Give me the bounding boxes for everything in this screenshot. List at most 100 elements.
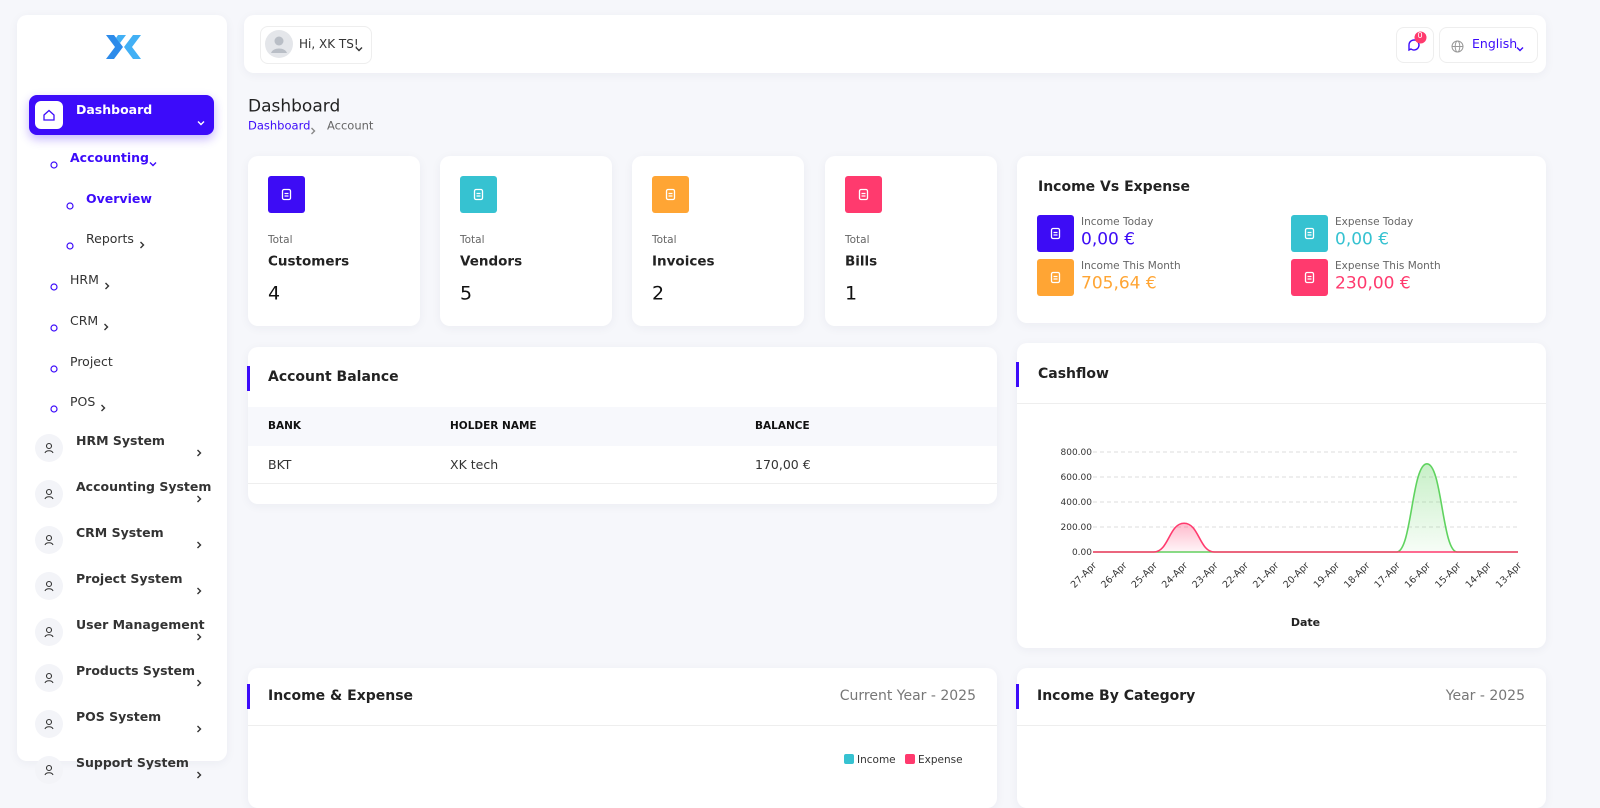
module-item[interactable]: Support System bbox=[76, 754, 189, 770]
legend-label: Expense bbox=[918, 753, 963, 766]
card-title: Cashflow bbox=[1038, 366, 1109, 382]
chevron bbox=[194, 627, 204, 646]
accent-bar bbox=[247, 684, 250, 709]
submenu-item[interactable]: HRM bbox=[70, 271, 99, 287]
bullet bbox=[50, 154, 58, 173]
user-greeting[interactable]: Hi, XK TS! bbox=[299, 37, 359, 51]
notification-count: 0 bbox=[1417, 30, 1423, 40]
chevron bbox=[196, 113, 206, 132]
badge-bg bbox=[1414, 29, 1427, 48]
module-icon bbox=[35, 664, 63, 696]
breadcrumb-link[interactable]: Dashboard bbox=[248, 118, 311, 133]
cashflow-chart: 0.00 200.00 400.00 600.00 800.00 27-Apr 26-Apr… bbox=[1061, 448, 1525, 629]
stat-label: Invoices bbox=[652, 253, 715, 270]
accent-bar bbox=[1016, 362, 1019, 387]
summary-icon bbox=[1291, 259, 1328, 300]
chevron bbox=[1515, 39, 1525, 58]
chevron bbox=[308, 121, 318, 140]
submenu-item[interactable]: Overview bbox=[86, 190, 152, 206]
module-icon bbox=[35, 480, 63, 512]
summary-value: 705,64 € bbox=[1081, 273, 1157, 294]
module-item[interactable]: CRM System bbox=[76, 524, 164, 540]
globe bbox=[1451, 38, 1464, 57]
module-icon bbox=[35, 710, 63, 742]
stat-label: Customers bbox=[268, 253, 350, 270]
module-item[interactable]: Products System bbox=[76, 662, 196, 678]
breadcrumb-current: Account bbox=[327, 118, 374, 133]
chevron bbox=[194, 489, 204, 508]
module-icon bbox=[35, 572, 63, 604]
page-title: Dashboard bbox=[248, 96, 341, 117]
column-header: BALANCE bbox=[755, 419, 810, 432]
summary-icon bbox=[1037, 259, 1074, 300]
card-title: Income Vs Expense bbox=[1038, 179, 1190, 195]
table-cell: 170,00 € bbox=[755, 456, 811, 472]
logo bbox=[104, 33, 142, 65]
module-item[interactable]: Accounting System bbox=[76, 478, 212, 494]
column-header: BANK bbox=[268, 419, 302, 432]
module-item[interactable]: Project System bbox=[76, 570, 183, 586]
line bbox=[1093, 522, 1518, 553]
bullet bbox=[66, 235, 74, 254]
card-title: Income By Category bbox=[1037, 688, 1196, 704]
card-period: Current Year - 2025 bbox=[839, 688, 976, 704]
summary-label: Expense This Month bbox=[1335, 259, 1441, 272]
nav-icon bbox=[35, 101, 63, 133]
legend-swatch bbox=[844, 754, 854, 764]
legend-swatch bbox=[905, 754, 915, 764]
card-period: Year - 2025 bbox=[1445, 688, 1525, 704]
accent-bar bbox=[247, 366, 250, 391]
x-tick-label: 23-Apr bbox=[1190, 560, 1220, 590]
stat-value: 1 bbox=[845, 282, 858, 305]
module-icon bbox=[35, 434, 63, 466]
x-tick-label: 18-Apr bbox=[1342, 560, 1372, 590]
summary-icon bbox=[1291, 215, 1328, 256]
bullet bbox=[50, 398, 58, 417]
chevron bbox=[194, 581, 204, 600]
module-icon bbox=[35, 756, 63, 788]
summary-value: 0,00 € bbox=[1335, 229, 1390, 250]
chevron bbox=[194, 673, 204, 692]
module-item[interactable]: HRM System bbox=[76, 432, 165, 448]
submenu-item[interactable]: Project bbox=[70, 353, 113, 369]
x-tick-label: 14-Apr bbox=[1464, 560, 1494, 590]
avatar bbox=[265, 30, 293, 62]
submenu-item[interactable]: CRM bbox=[70, 312, 99, 328]
x-tick-label: 25-Apr bbox=[1130, 560, 1160, 590]
stat-label: Bills bbox=[845, 253, 878, 270]
y-tick-label: 600.00 bbox=[1061, 473, 1093, 483]
x-tick-label: 26-Apr bbox=[1099, 560, 1129, 590]
summary-value: 0,00 € bbox=[1081, 229, 1136, 250]
stat-icon bbox=[652, 176, 689, 217]
module-icon bbox=[35, 618, 63, 650]
submenu-item[interactable]: Accounting bbox=[70, 149, 149, 165]
top-bar bbox=[244, 15, 1546, 73]
x-tick-label: 24-Apr bbox=[1160, 560, 1190, 590]
submenu-item[interactable]: POS bbox=[70, 393, 96, 409]
stat-caption: Total bbox=[845, 233, 870, 246]
panel-card bbox=[248, 668, 997, 808]
x-tick-label: 20-Apr bbox=[1281, 560, 1311, 590]
x-tick-label: 16-Apr bbox=[1403, 560, 1433, 590]
chevron bbox=[194, 765, 204, 784]
x-tick-label: 22-Apr bbox=[1221, 560, 1251, 590]
card-title: Account Balance bbox=[268, 369, 399, 385]
stat-value: 2 bbox=[652, 282, 665, 305]
chevron bbox=[354, 39, 364, 58]
y-tick-label: 200.00 bbox=[1061, 523, 1093, 533]
x-tick-label: 15-Apr bbox=[1433, 560, 1463, 590]
nav-label[interactable]: Dashboard bbox=[76, 101, 153, 117]
card-divider bbox=[248, 725, 997, 726]
chevron bbox=[194, 443, 204, 462]
notification-button[interactable] bbox=[1396, 27, 1434, 63]
x-tick-label: 21-Apr bbox=[1251, 560, 1281, 590]
y-tick-labels: 0.00 200.00 400.00 600.00 800.00 bbox=[1061, 448, 1093, 558]
module-item[interactable]: User Management bbox=[76, 616, 205, 632]
stat-icon bbox=[268, 176, 305, 217]
module-item[interactable]: POS System bbox=[76, 708, 162, 724]
bullet bbox=[50, 276, 58, 295]
y-tick-label: 0.00 bbox=[1072, 548, 1092, 558]
language[interactable]: English bbox=[1472, 35, 1518, 51]
legend-label: Income bbox=[857, 753, 896, 766]
submenu-item[interactable]: Reports bbox=[86, 230, 134, 246]
